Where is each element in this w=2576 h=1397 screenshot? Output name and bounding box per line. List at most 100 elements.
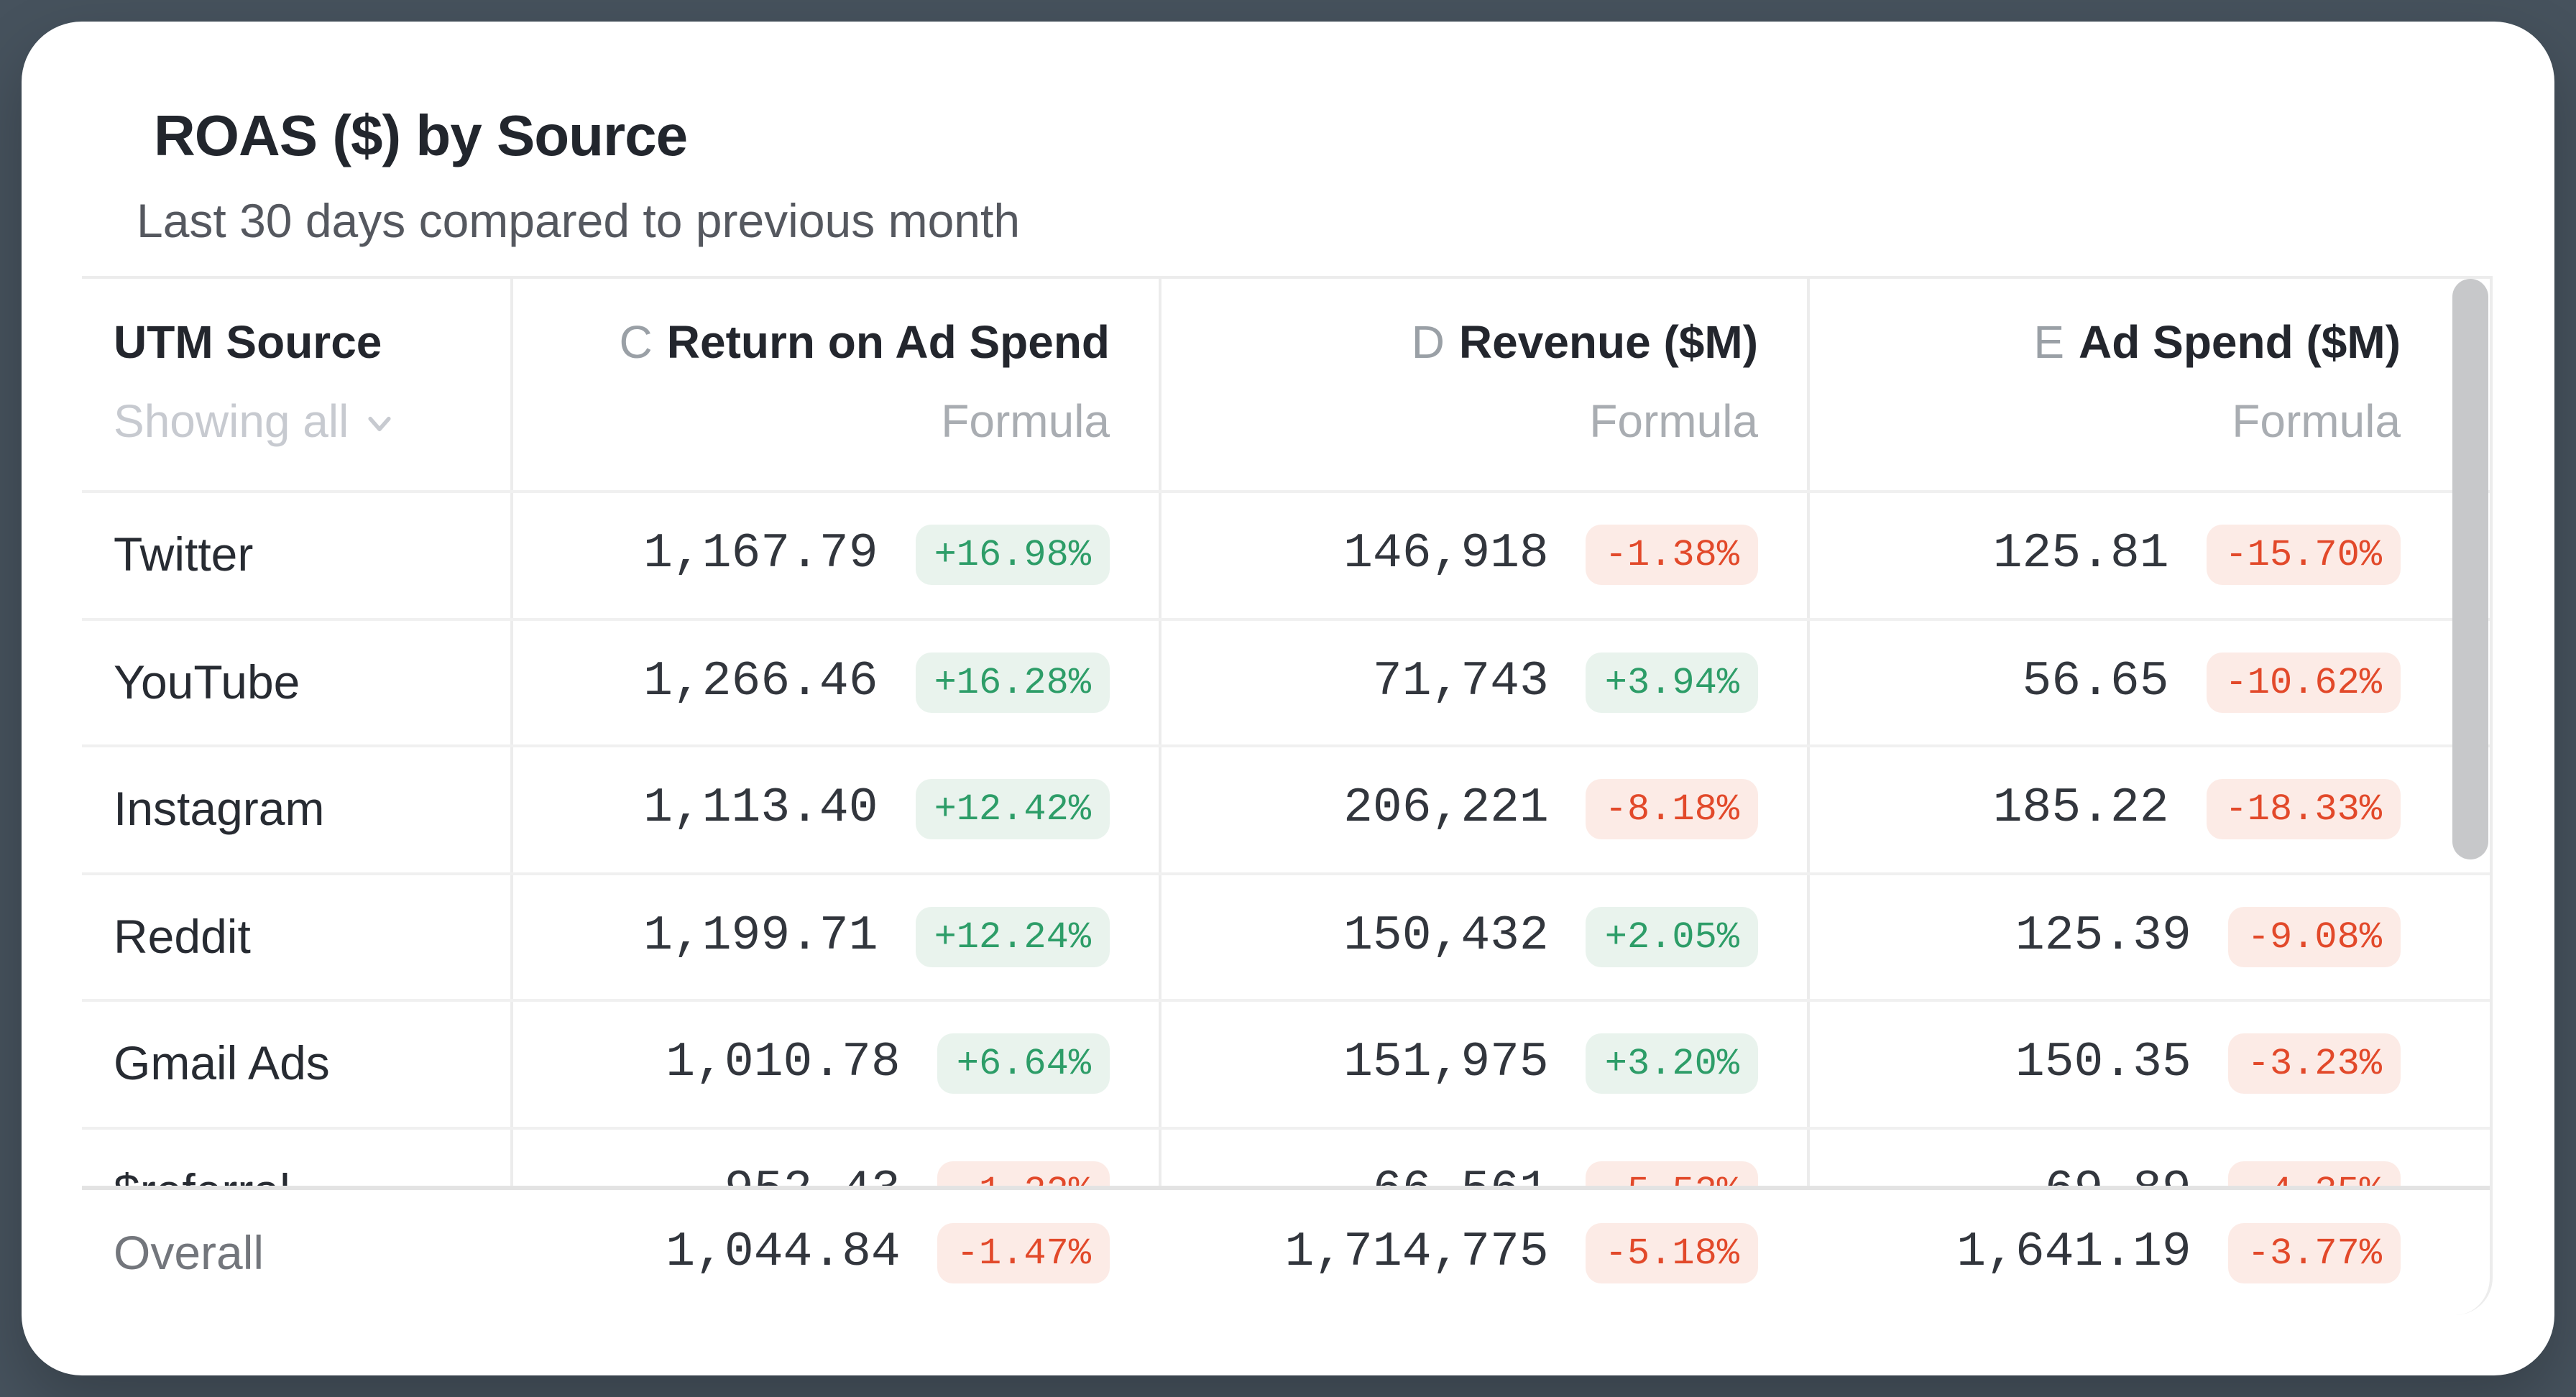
roas-table: UTM Source Showing all C Return on Ad Spe… (82, 276, 2493, 1315)
column-label: Return on Ad Spend (666, 316, 1110, 368)
revenue-total-cell[interactable]: 1,714,775 -5.18% (1159, 1190, 1807, 1315)
cell-value: 206,221 (1343, 782, 1549, 837)
table-row: Twitter 1,167.79 +16.98% 146,918 -1.38% … (82, 490, 2490, 617)
table-footer-row: Overall 1,044.84 -1.47% 1,714,775 -5.18%… (82, 1186, 2490, 1315)
revenue-cell[interactable]: 150,432 +2.05% (1159, 875, 1807, 999)
delta-badge: -1.22% (937, 1161, 1110, 1186)
revenue-cell[interactable]: 66,561 -5.52% (1159, 1129, 1807, 1186)
table-row: $referral 952.43 -1.22% 66,561 -5.52% 69… (82, 1126, 2490, 1186)
formula-label: Formula (941, 395, 1110, 447)
column-label: Ad Spend ($M) (2079, 316, 2401, 368)
cell-value: 1,714,775 (1284, 1225, 1549, 1280)
cell-value: 125.81 (1992, 527, 2169, 583)
utm-source-cell[interactable]: Reddit (114, 909, 251, 963)
column-header-roas[interactable]: C Return on Ad Spend Formula (510, 279, 1159, 490)
card-subtitle: Last 30 days compared to previous month (137, 194, 1021, 247)
ad-spend-cell[interactable]: 125.39 -9.08% (1807, 875, 2490, 999)
column-letter: D (1411, 316, 1445, 368)
table-header-row: UTM Source Showing all C Return on Ad Spe… (82, 279, 2490, 490)
ad-spend-cell[interactable]: 150.35 -3.23% (1807, 1002, 2490, 1126)
delta-badge: -8.18% (1586, 779, 1758, 840)
cell-value: 1,167.79 (643, 527, 878, 583)
ad-spend-cell[interactable]: 125.81 -15.70% (1807, 493, 2490, 617)
vertical-scrollbar-thumb[interactable] (2452, 279, 2488, 859)
roas-cell[interactable]: 1,113.40 +12.42% (510, 747, 1159, 872)
delta-badge: -5.18% (1586, 1222, 1758, 1283)
column-letter: C (619, 316, 653, 368)
revenue-cell[interactable]: 146,918 -1.38% (1159, 493, 1807, 617)
utm-source-cell[interactable]: Instagram (114, 782, 325, 836)
table-scroll-viewport: UTM Source Showing all C Return on Ad Spe… (82, 276, 2490, 1186)
cell-value: 185.22 (1992, 782, 2169, 837)
formula-label: Formula (1589, 395, 1758, 447)
delta-badge: +12.24% (915, 906, 1110, 967)
delta-badge: -15.70% (2206, 525, 2401, 586)
cell-value: 66,561 (1373, 1164, 1549, 1186)
delta-badge: -3.77% (2228, 1222, 2401, 1283)
delta-badge: +3.94% (1586, 652, 1758, 713)
delta-badge: +3.20% (1586, 1033, 1758, 1094)
overall-label-cell[interactable]: Overall (114, 1225, 264, 1278)
delta-badge: -1.38% (1586, 525, 1758, 586)
delta-badge: -9.08% (2228, 906, 2401, 967)
cell-value: 125.39 (2015, 909, 2191, 964)
column-title: E Ad Spend ($M) (2033, 315, 2401, 369)
roas-card: ROAS ($) by Source Last 30 days compared… (22, 22, 2554, 1375)
column-title: C Return on Ad Spend (620, 315, 1110, 369)
delta-badge: -5.52% (1586, 1161, 1758, 1186)
delta-badge: -18.33% (2206, 779, 2401, 840)
roas-cell[interactable]: 952.43 -1.22% (510, 1129, 1159, 1186)
utm-source-cell[interactable]: YouTube (114, 655, 300, 709)
column-header-utm-source: UTM Source Showing all (82, 279, 510, 490)
delta-badge: +2.05% (1586, 906, 1758, 967)
roas-total-cell[interactable]: 1,044.84 -1.47% (510, 1190, 1159, 1315)
table-row: Gmail Ads 1,010.78 +6.64% 151,975 +3.20%… (82, 999, 2490, 1126)
utm-source-header-label: UTM Source (114, 316, 382, 368)
revenue-cell[interactable]: 206,221 -8.18% (1159, 747, 1807, 872)
column-title: D Revenue ($M) (1412, 315, 1758, 369)
revenue-cell[interactable]: 71,743 +3.94% (1159, 620, 1807, 744)
delta-badge: +6.64% (937, 1033, 1110, 1094)
roas-cell[interactable]: 1,167.79 +16.98% (510, 493, 1159, 617)
utm-source-cell[interactable]: $referral (82, 1129, 510, 1186)
cell-value: 952.43 (724, 1164, 901, 1186)
column-header-ad-spend[interactable]: E Ad Spend ($M) Formula (1807, 279, 2490, 490)
card-title: ROAS ($) by Source (154, 105, 688, 168)
table-row: Reddit 1,199.71 +12.24% 150,432 +2.05% 1… (82, 872, 2490, 999)
utm-source-cell[interactable]: Gmail Ads (114, 1036, 330, 1090)
cell-value: 69.89 (2045, 1164, 2191, 1186)
cell-value: 150,432 (1343, 909, 1549, 964)
utm-source-cell[interactable]: Twitter (114, 527, 254, 581)
delta-badge: +16.98% (915, 525, 1110, 586)
roas-cell[interactable]: 1,010.78 +6.64% (510, 1002, 1159, 1126)
table-row: Instagram 1,113.40 +12.42% 206,221 -8.18… (82, 744, 2490, 872)
formula-label: Formula (2232, 395, 2401, 447)
cell-value: 56.65 (2022, 655, 2169, 710)
delta-badge: +12.42% (915, 779, 1110, 840)
ad-spend-cell[interactable]: 185.22 -18.33% (1807, 747, 2490, 872)
delta-badge: -1.47% (937, 1222, 1110, 1283)
delta-badge: +16.28% (915, 652, 1110, 713)
column-header-revenue[interactable]: D Revenue ($M) Formula (1159, 279, 1807, 490)
column-letter: E (2033, 316, 2065, 368)
source-filter-dropdown[interactable]: Showing all (114, 394, 395, 448)
column-label: Revenue ($M) (1458, 316, 1758, 368)
cell-value: 1,010.78 (666, 1036, 901, 1092)
filter-label: Showing all (114, 395, 349, 447)
cell-value: 1,044.84 (666, 1225, 901, 1280)
delta-badge: -4.35% (2228, 1161, 2401, 1186)
cell-value: 151,975 (1343, 1036, 1549, 1092)
revenue-cell[interactable]: 151,975 +3.20% (1159, 1002, 1807, 1126)
cell-value: 71,743 (1372, 655, 1549, 710)
roas-cell[interactable]: 1,266.46 +16.28% (510, 620, 1159, 744)
ad-spend-cell[interactable]: 56.65 -10.62% (1807, 620, 2490, 744)
chevron-down-icon (367, 416, 390, 432)
cell-value: 1,641.19 (1956, 1225, 2191, 1280)
delta-badge: -10.62% (2206, 652, 2401, 713)
roas-cell[interactable]: 1,199.71 +12.24% (510, 875, 1159, 999)
cell-value: 150.35 (2015, 1036, 2191, 1092)
cell-value: 1,266.46 (643, 655, 878, 710)
ad-spend-total-cell[interactable]: 1,641.19 -3.77% (1807, 1190, 2490, 1315)
ad-spend-cell[interactable]: 69.89 -4.35% (1807, 1129, 2490, 1186)
